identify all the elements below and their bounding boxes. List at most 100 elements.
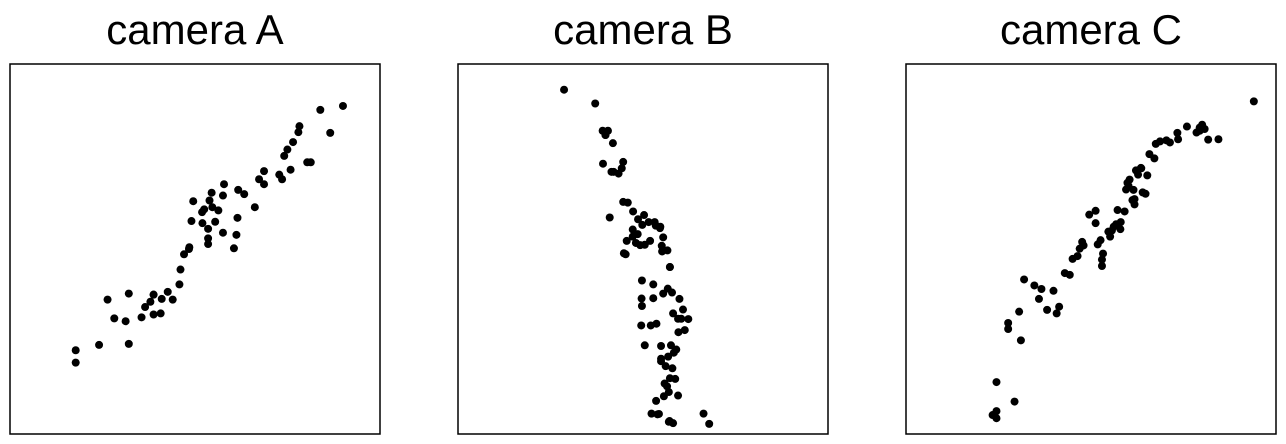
data-point xyxy=(591,99,600,108)
data-point xyxy=(168,295,177,304)
panel-title: camera B xyxy=(553,6,733,53)
data-point xyxy=(622,236,631,245)
data-point xyxy=(663,246,672,255)
data-point xyxy=(675,294,684,303)
data-point xyxy=(1004,318,1013,327)
data-point xyxy=(679,305,687,314)
data-point xyxy=(1034,294,1043,303)
data-point xyxy=(1030,281,1039,290)
data-point xyxy=(669,309,678,318)
data-point xyxy=(157,294,166,303)
data-point xyxy=(1020,275,1029,284)
data-point xyxy=(664,352,673,361)
data-point xyxy=(95,340,104,349)
data-point xyxy=(637,294,646,303)
data-point xyxy=(220,180,229,189)
data-point xyxy=(198,219,207,228)
data-point xyxy=(659,392,668,401)
data-point xyxy=(1043,305,1052,314)
data-point xyxy=(204,234,213,243)
data-point xyxy=(1004,325,1013,333)
data-point xyxy=(654,409,663,418)
data-point xyxy=(260,167,269,176)
data-point xyxy=(1150,154,1159,163)
data-point xyxy=(175,280,184,289)
data-point xyxy=(283,145,292,154)
data-point xyxy=(1125,175,1134,184)
data-point xyxy=(699,409,708,418)
data-point xyxy=(280,151,289,160)
data-point xyxy=(1037,285,1046,293)
data-point xyxy=(218,228,227,237)
data-point xyxy=(207,188,216,197)
data-point xyxy=(278,175,287,184)
data-point xyxy=(666,341,675,350)
data-point xyxy=(674,328,683,337)
data-point xyxy=(149,290,158,299)
data-point xyxy=(656,222,665,231)
data-point xyxy=(659,233,668,242)
data-point xyxy=(637,276,646,285)
data-point xyxy=(1214,135,1223,144)
data-point xyxy=(1065,270,1074,279)
data-point xyxy=(1091,219,1100,228)
data-point xyxy=(103,295,112,304)
data-point xyxy=(146,297,155,306)
data-point xyxy=(137,313,146,322)
data-point xyxy=(629,207,638,216)
data-point xyxy=(1052,309,1061,318)
data-point xyxy=(657,357,666,366)
data-point xyxy=(229,244,238,253)
data-point xyxy=(232,230,241,239)
data-point xyxy=(665,417,674,426)
data-point xyxy=(1116,225,1125,234)
data-point xyxy=(141,303,150,312)
data-point xyxy=(149,310,158,319)
data-point xyxy=(605,213,614,222)
data-point xyxy=(1204,135,1213,144)
data-point xyxy=(646,236,655,245)
data-point xyxy=(1120,207,1129,216)
data-point xyxy=(250,203,259,212)
data-point xyxy=(240,190,249,199)
data-point xyxy=(601,131,610,140)
data-point xyxy=(121,317,130,326)
data-point xyxy=(680,326,689,335)
data-point xyxy=(163,287,172,296)
data-point xyxy=(640,211,649,220)
data-point xyxy=(1165,138,1174,147)
data-point xyxy=(647,409,656,418)
panel-title: camera C xyxy=(1000,6,1182,53)
plot-frame xyxy=(9,63,381,435)
data-point xyxy=(1137,164,1146,173)
data-point xyxy=(657,342,666,350)
data-point xyxy=(992,414,1001,423)
data-point xyxy=(306,158,315,167)
data-point xyxy=(1016,336,1025,345)
data-point xyxy=(316,105,325,114)
data-point xyxy=(187,217,196,226)
data-point xyxy=(233,213,242,222)
data-point xyxy=(674,391,683,400)
data-point xyxy=(1141,189,1150,198)
data-point xyxy=(623,198,632,207)
plot-frame xyxy=(905,63,1277,435)
data-point xyxy=(208,203,217,212)
data-point xyxy=(200,205,209,214)
data-point xyxy=(1049,286,1058,295)
panel-3: camera C xyxy=(905,6,1277,435)
data-point xyxy=(1113,206,1122,215)
data-point xyxy=(1106,232,1115,241)
data-point xyxy=(189,197,198,206)
data-point xyxy=(652,319,661,328)
panel-title: camera A xyxy=(106,6,283,53)
data-point xyxy=(705,419,714,428)
data-point xyxy=(204,224,213,233)
data-point xyxy=(1055,302,1064,311)
data-point xyxy=(110,314,119,323)
data-point xyxy=(621,250,630,259)
data-point xyxy=(1174,135,1183,144)
data-point xyxy=(156,309,165,318)
data-point xyxy=(638,220,647,229)
